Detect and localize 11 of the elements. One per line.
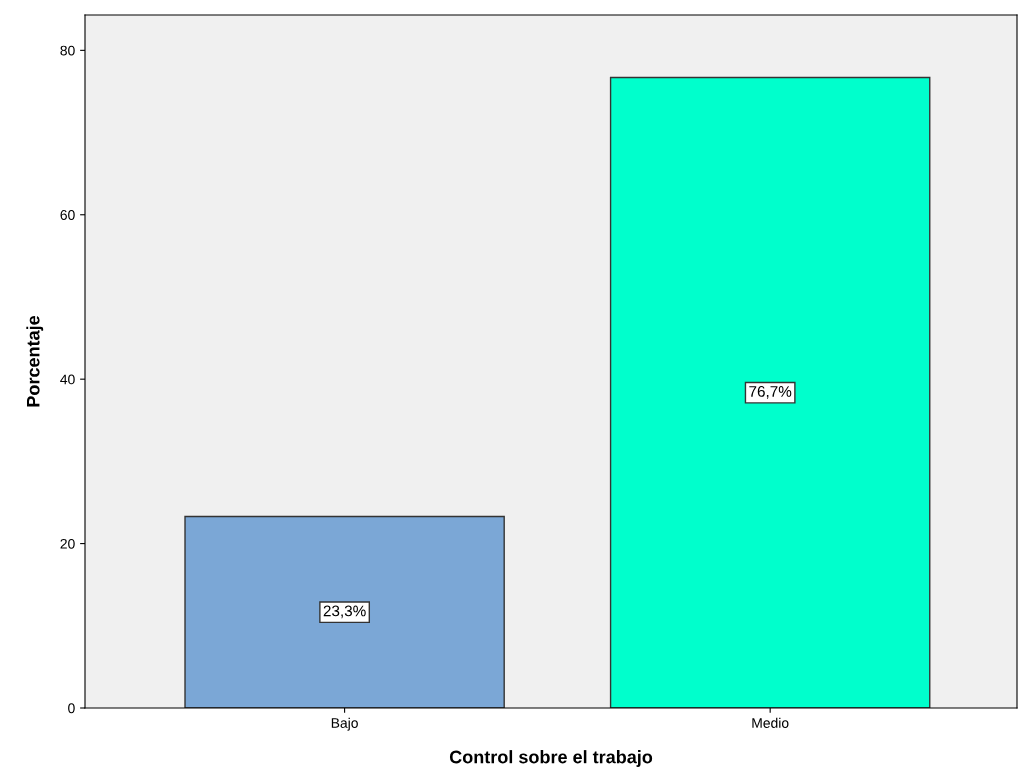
- data-label: 23,3%: [323, 605, 366, 619]
- y-tick-label: 80: [60, 45, 75, 56]
- y-tick-label: 0: [68, 703, 75, 714]
- data-label: 76,7%: [749, 386, 792, 399]
- y-axis-title: Porcentaje: [26, 315, 44, 407]
- x-axis-title: Control sobre el trabajo: [449, 750, 653, 767]
- y-tick-label: 60: [60, 210, 75, 220]
- x-tick-label: Bajo: [331, 717, 358, 731]
- y-tick-label: 20: [60, 538, 75, 549]
- x-tick-label: Medio: [752, 717, 789, 728]
- y-tick-label: 40: [60, 374, 75, 385]
